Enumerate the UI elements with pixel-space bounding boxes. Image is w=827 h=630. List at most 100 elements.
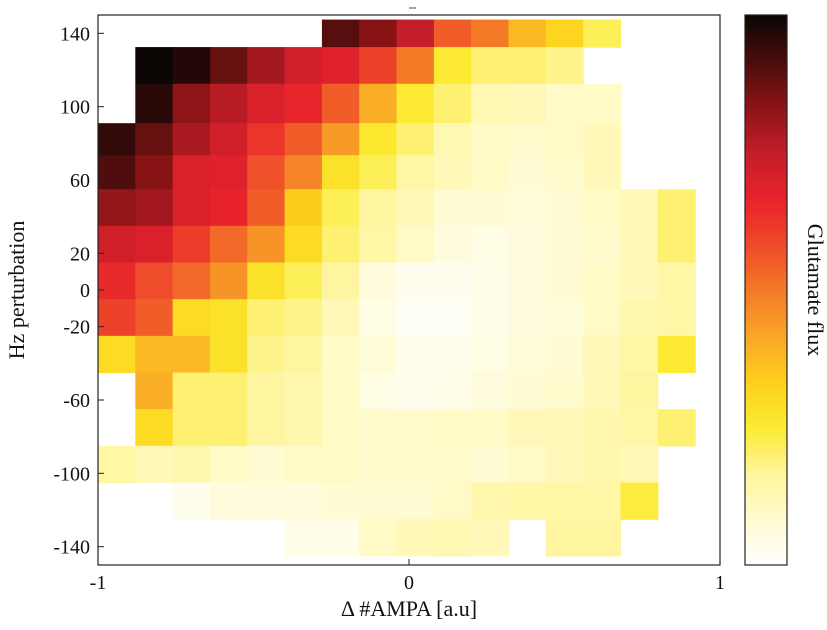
heatmap-cell	[620, 189, 659, 227]
heatmap-cell	[583, 189, 622, 227]
colorbar-band	[745, 510, 787, 516]
heatmap-cell	[284, 335, 323, 374]
heatmap-cell	[396, 372, 435, 410]
heatmap-cell	[545, 262, 584, 300]
colorbar-band	[745, 150, 787, 156]
heatmap-cell	[471, 482, 510, 520]
heatmap-cell	[284, 225, 323, 264]
heatmap-cell	[508, 83, 547, 124]
heatmap-cell	[359, 299, 398, 337]
heatmap-cell	[321, 519, 360, 557]
heatmap-cell	[545, 482, 584, 520]
heatmap-cell	[396, 123, 435, 156]
heatmap-cell	[209, 123, 248, 156]
colorbar-band	[745, 495, 787, 501]
heatmap-cell	[321, 372, 360, 410]
heatmap-cells	[98, 19, 696, 557]
colorbar-band	[745, 20, 787, 26]
heatmap-cell	[247, 372, 286, 410]
x-tick-label: 0	[404, 572, 414, 594]
heatmap-cell	[620, 409, 659, 447]
heatmap-cell	[98, 225, 136, 264]
colorbar-band	[745, 310, 787, 316]
heatmap-cell	[433, 519, 472, 557]
colorbar-band	[745, 160, 787, 166]
heatmap-cell	[321, 189, 360, 227]
heatmap-cell	[209, 482, 248, 520]
heatmap-cell	[98, 189, 136, 227]
colorbar-band	[745, 530, 787, 536]
colorbar-band	[745, 345, 787, 351]
colorbar-band	[745, 255, 787, 261]
heatmap-cell	[209, 409, 248, 447]
heatmap-cell	[508, 123, 547, 156]
heatmap-cell	[471, 47, 510, 85]
colorbar-band	[745, 425, 787, 431]
colorbar-band	[745, 260, 787, 266]
heatmap-cell	[396, 519, 435, 557]
x-axis-ticks: -1 0 1	[90, 559, 725, 594]
heatmap-cell	[321, 482, 360, 520]
heatmap-cell	[508, 482, 547, 520]
colorbar-band	[745, 250, 787, 256]
heatmap-cell	[433, 225, 472, 264]
heatmap-cell	[247, 123, 286, 156]
colorbar-band	[745, 445, 787, 451]
heatmap-cell	[98, 335, 136, 374]
heatmap-cell	[284, 299, 323, 337]
heatmap-cell	[545, 445, 584, 484]
colorbar-band	[745, 465, 787, 471]
colorbar-band	[745, 410, 787, 416]
colorbar-band	[745, 15, 787, 21]
y-tick-label: 0	[80, 280, 90, 302]
heatmap-cell	[247, 155, 286, 190]
heatmap-cell	[284, 83, 323, 124]
y-tick-label: -20	[63, 317, 90, 339]
heatmap-cell	[284, 123, 323, 156]
heatmap-cell	[98, 445, 136, 484]
heatmap-cell	[433, 262, 472, 300]
heatmap-cell	[583, 155, 622, 190]
heatmap-cell	[172, 225, 211, 264]
heatmap-cell	[583, 262, 622, 300]
heatmap-cell	[471, 519, 510, 557]
colorbar-band	[745, 30, 787, 36]
heatmap-cell	[172, 482, 211, 520]
heatmap-cell	[209, 335, 248, 374]
colorbar-band	[745, 210, 787, 216]
x-tick-label: -1	[90, 572, 107, 594]
heatmap-cell	[359, 445, 398, 484]
heatmap-cell	[284, 189, 323, 227]
heatmap-cell	[620, 299, 659, 337]
heatmap-cell	[433, 335, 472, 374]
heatmap-cell	[135, 189, 174, 227]
colorbar-band	[745, 460, 787, 466]
heatmap-cell	[359, 123, 398, 156]
colorbar-band	[745, 35, 787, 41]
x-axis-title: Δ #AMPA [a.u]	[341, 596, 477, 621]
colorbar-band	[745, 475, 787, 481]
heatmap-cell	[135, 155, 174, 190]
colorbar-band	[745, 390, 787, 396]
heatmap-cell	[657, 225, 696, 264]
heatmap-cell	[583, 445, 622, 484]
heatmap-cell	[396, 83, 435, 124]
heatmap-cell	[321, 123, 360, 156]
colorbar-band	[745, 70, 787, 76]
heatmap-cell	[135, 372, 174, 410]
heatmap-cell	[247, 262, 286, 300]
y-tick-label: 140	[60, 23, 90, 45]
colorbar-band	[745, 385, 787, 391]
heatmap-cell	[284, 519, 323, 557]
heatmap-cell	[508, 262, 547, 300]
colorbar-band	[745, 415, 787, 421]
colorbar-band	[745, 45, 787, 51]
colorbar-band	[745, 435, 787, 441]
heatmap-cell	[172, 409, 211, 447]
heatmap-cell	[471, 262, 510, 300]
heatmap-cell	[135, 47, 174, 85]
heatmap-cell	[284, 47, 323, 85]
heatmap-cell	[209, 262, 248, 300]
heatmap-cell	[247, 482, 286, 520]
heatmap-cell	[396, 155, 435, 190]
